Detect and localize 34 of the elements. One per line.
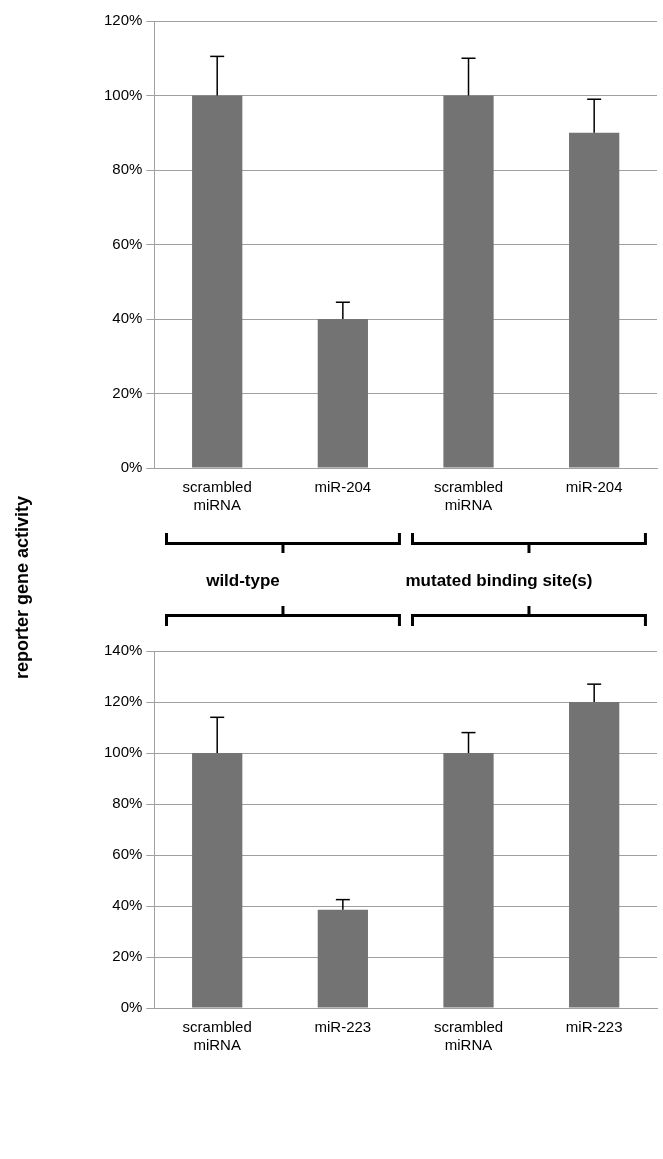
- x-tick-label: miR-223: [565, 1018, 623, 1036]
- bar: [317, 909, 368, 1008]
- y-tick-label: 60%: [112, 845, 143, 863]
- bar: [443, 95, 494, 468]
- y-tick-label: 80%: [112, 794, 143, 812]
- y-tick-label: 120%: [103, 11, 143, 29]
- bar: [569, 702, 620, 1008]
- text: wild-type: [205, 571, 281, 591]
- bar: [443, 753, 494, 1008]
- y-tick-label: 120%: [103, 692, 143, 710]
- x-tick-label: miR-204: [314, 478, 372, 496]
- x-tick-label: scrambled miRNA: [433, 478, 504, 514]
- y-tick-label: 0%: [120, 998, 143, 1016]
- y-tick-label: 40%: [112, 309, 143, 327]
- x-tick-label: miR-204: [565, 478, 623, 496]
- y-tick-label: 140%: [103, 641, 143, 659]
- y-axis-title: reporter gene activity: [12, 496, 33, 680]
- y-tick-label: 40%: [112, 896, 143, 914]
- y-tick-label: 100%: [103, 743, 143, 761]
- y-tick-label: 100%: [103, 85, 143, 103]
- text: mutated binding site(s): [404, 571, 594, 591]
- x-tick-label: scrambled miRNA: [182, 1018, 252, 1054]
- x-tick-label: scrambled miRNA: [182, 478, 252, 514]
- bar: [317, 319, 368, 468]
- bar: [192, 95, 243, 468]
- y-tick-label: 20%: [112, 383, 143, 401]
- y-tick-label: 20%: [112, 947, 143, 965]
- bar: [569, 132, 620, 468]
- x-tick-label: miR-223: [314, 1018, 372, 1036]
- y-tick-label: 80%: [112, 160, 143, 178]
- bar: [192, 753, 243, 1008]
- y-tick-label: 60%: [112, 234, 143, 252]
- x-tick-label: scrambled miRNA: [433, 1018, 504, 1054]
- y-tick-label: 0%: [120, 458, 143, 476]
